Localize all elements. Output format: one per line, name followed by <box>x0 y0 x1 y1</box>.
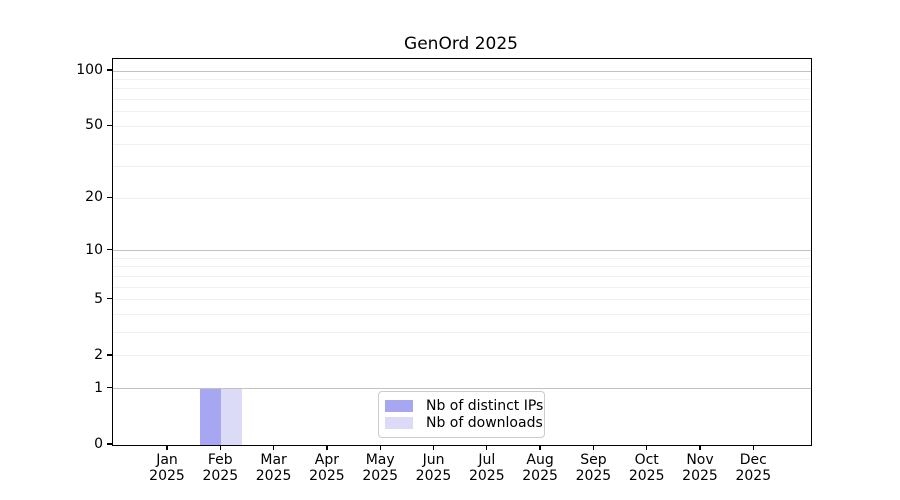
y-tick-mark <box>107 249 112 251</box>
x-tick-year: 2025 <box>415 468 452 484</box>
y-tick-label: 50 <box>85 117 103 134</box>
y-tick-label: 5 <box>94 290 103 307</box>
x-tick-year: 2025 <box>682 468 718 484</box>
x-tick-year: 2025 <box>202 468 239 484</box>
x-tick-month: Dec <box>739 452 767 468</box>
x-tick-year: 2025 <box>255 468 292 484</box>
x-tick-label: Apr 2025 <box>295 452 359 484</box>
legend-swatch-distinct-ips-icon <box>385 399 413 412</box>
x-tick-month: Jun <box>422 452 445 468</box>
x-tick-mark <box>326 445 328 451</box>
x-tick-year: 2025 <box>575 468 612 484</box>
gridline-minor <box>113 286 811 288</box>
gridline-minor <box>113 314 811 316</box>
x-tick-year: 2025 <box>522 468 558 484</box>
gridline-minor <box>113 99 811 101</box>
x-tick-mark <box>219 445 221 451</box>
y-tick-mark <box>107 69 112 71</box>
x-tick-label: Nov 2025 <box>668 452 732 484</box>
x-tick-year: 2025 <box>362 468 398 484</box>
x-tick-year: 2025 <box>628 468 665 484</box>
x-tick-month: May <box>365 452 395 468</box>
gridline-minor <box>113 197 811 199</box>
x-tick-month: Nov <box>686 452 714 468</box>
gridline-major <box>113 388 811 390</box>
y-tick-label: 0 <box>94 436 103 452</box>
gridline-minor <box>113 88 811 90</box>
y-tick-label: 100 <box>76 62 103 78</box>
x-tick-month: Jul <box>478 452 496 468</box>
x-tick-label: Jun 2025 <box>402 452 466 484</box>
x-tick-mark <box>272 445 275 451</box>
x-tick-month: Oct <box>634 452 659 468</box>
x-tick-label: Mar 2025 <box>242 452 306 484</box>
y-tick-mark <box>107 124 112 127</box>
x-tick-mark <box>646 445 648 451</box>
bar-distinct-ips-month-1 <box>200 388 222 445</box>
plot-area <box>112 58 812 446</box>
y-tick-label: 2 <box>94 346 103 363</box>
gridline-major <box>113 70 811 72</box>
x-tick-label: Jul 2025 <box>455 452 519 484</box>
x-tick-year: 2025 <box>468 468 505 484</box>
legend-entry-downloads: Nb of downloads <box>385 415 543 432</box>
x-tick-mark <box>432 445 435 451</box>
x-tick-month: Jan <box>156 452 178 468</box>
gridline-minor <box>113 257 811 259</box>
x-tick-label: Jan 2025 <box>135 452 199 484</box>
x-tick-label: Oct 2025 <box>615 452 679 484</box>
x-tick-mark <box>486 445 488 451</box>
bar-downloads-month-1 <box>221 388 243 445</box>
y-tick-mark <box>107 196 112 198</box>
x-tick-mark <box>752 445 754 451</box>
gridline-major <box>113 250 811 252</box>
legend-label-distinct-ips: Nb of distinct IPs <box>426 397 544 414</box>
x-tick-month: Aug <box>526 452 554 468</box>
gridline-minor <box>113 275 811 277</box>
gridline-minor <box>113 125 811 127</box>
x-tick-mark <box>379 445 381 451</box>
gridline-minor <box>113 332 811 334</box>
y-tick-mark <box>107 443 112 445</box>
gridline-minor <box>113 299 811 301</box>
y-tick-label: 10 <box>85 241 103 258</box>
x-tick-year: 2025 <box>735 468 772 484</box>
gridline-minor <box>113 166 811 168</box>
x-tick-month: Sep <box>580 452 607 468</box>
x-tick-year: 2025 <box>149 468 185 484</box>
gridline-minor <box>113 78 811 80</box>
x-tick-label: Dec 2025 <box>721 452 785 484</box>
x-tick-year: 2025 <box>309 468 345 484</box>
legend-entry-distinct-ips: Nb of distinct IPs <box>385 397 543 414</box>
x-tick-mark <box>592 445 595 451</box>
x-tick-label: Feb 2025 <box>188 452 252 484</box>
legend: Nb of distinct IPs Nb of downloads <box>378 391 545 438</box>
gridline-minor <box>113 266 811 268</box>
y-tick-label: 20 <box>85 189 103 206</box>
x-tick-label: Aug 2025 <box>508 452 572 484</box>
chart-title: GenOrd 2025 <box>404 34 518 54</box>
gridline-minor <box>113 111 811 113</box>
x-tick-mark <box>539 445 541 451</box>
y-tick-mark <box>107 298 112 300</box>
x-tick-label: Sep 2025 <box>561 452 625 484</box>
y-tick-mark <box>107 387 112 389</box>
x-tick-mark <box>699 445 701 451</box>
x-tick-mark <box>166 445 168 451</box>
x-tick-label: May 2025 <box>348 452 412 484</box>
x-tick-month: Mar <box>260 452 287 468</box>
legend-label-downloads: Nb of downloads <box>426 415 543 432</box>
x-tick-month: Apr <box>314 452 339 468</box>
legend-swatch-downloads-icon <box>385 417 413 430</box>
y-tick-label: 1 <box>94 379 103 396</box>
y-tick-mark <box>107 354 112 356</box>
gridline-minor <box>113 143 811 145</box>
gridline-minor <box>113 355 811 357</box>
x-tick-month: Feb <box>207 452 233 468</box>
